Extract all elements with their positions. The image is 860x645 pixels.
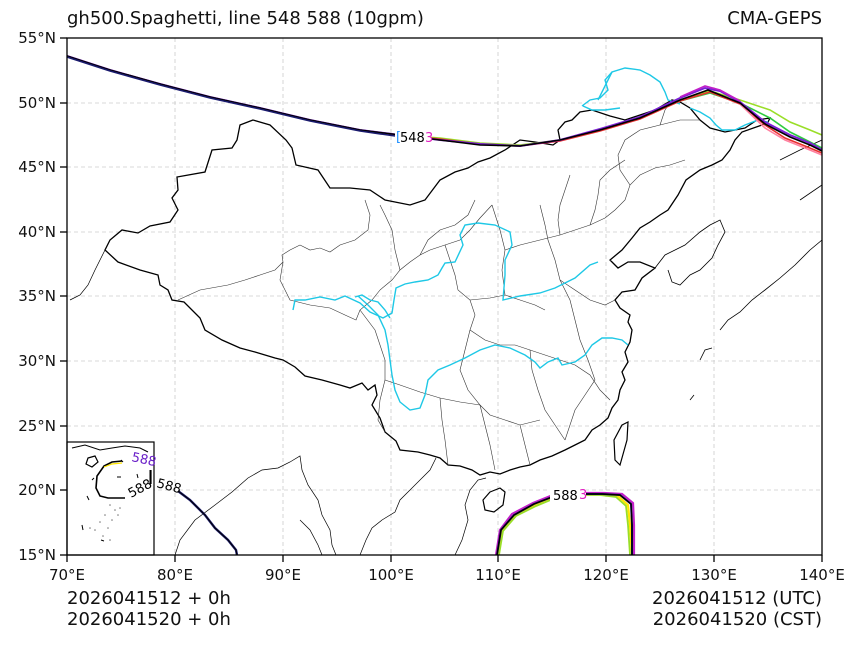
lon-tick-130: 130°E: [691, 566, 737, 584]
model-name: CMA-GEPS: [727, 8, 822, 29]
contour-548: [67, 55, 822, 156]
contour-label-548: 548: [400, 131, 425, 146]
lon-tick-80: 80°E: [156, 566, 194, 584]
map-frame: [66, 37, 823, 556]
lat-tick-45: 45°N: [18, 158, 56, 176]
china-border: [104, 99, 772, 476]
lon-tick-100: 100°E: [368, 566, 414, 584]
lat-tick-40: 40°N: [18, 223, 56, 241]
inset-contour-label-3: 588: [155, 476, 183, 497]
lat-tick-30: 30°N: [18, 352, 56, 370]
gridlines: [67, 38, 822, 555]
lon-tick-70: 70°E: [48, 566, 86, 584]
svg-text:[: [: [396, 130, 401, 145]
lat-tick-25: 25°N: [18, 417, 56, 435]
chart-title: gh500.Spaghetti, line 548 588 (10gpm): [67, 8, 424, 29]
lat-tick-15: 15°N: [18, 546, 56, 564]
forecast-times: 2026041512 + 0h 2026041520 + 0h: [67, 588, 231, 630]
taiwan-island: [613, 421, 629, 467]
rivers: [292, 67, 769, 411]
lon-tick-120: 120°E: [583, 566, 629, 584]
valid-time: 2026041520 + 0h: [67, 609, 231, 630]
cst-time: 2026041520 (CST): [652, 609, 822, 630]
utc-time: 2026041512 (UTC): [652, 588, 822, 609]
lon-tick-140: 140°E: [799, 566, 845, 584]
svg-text:3: 3: [425, 131, 433, 146]
inset-map: 588 588: [66, 441, 158, 556]
lat-tick-50: 50°N: [18, 94, 56, 112]
hainan-island: [482, 487, 506, 513]
lon-tick-90: 90°E: [264, 566, 302, 584]
lat-tick-55: 55°N: [18, 29, 56, 47]
svg-text:3: 3: [579, 488, 587, 503]
lat-tick-35: 35°N: [18, 287, 56, 305]
time-zones: 2026041512 (UTC) 2026041520 (CST): [652, 588, 822, 630]
province-borders: [177, 99, 700, 471]
contour-label-588: 588: [553, 489, 578, 504]
inset-contour-label-1: 588: [130, 450, 157, 470]
init-time: 2026041512 + 0h: [67, 588, 231, 609]
lon-tick-110: 110°E: [475, 566, 521, 584]
lat-tick-20: 20°N: [18, 481, 56, 499]
